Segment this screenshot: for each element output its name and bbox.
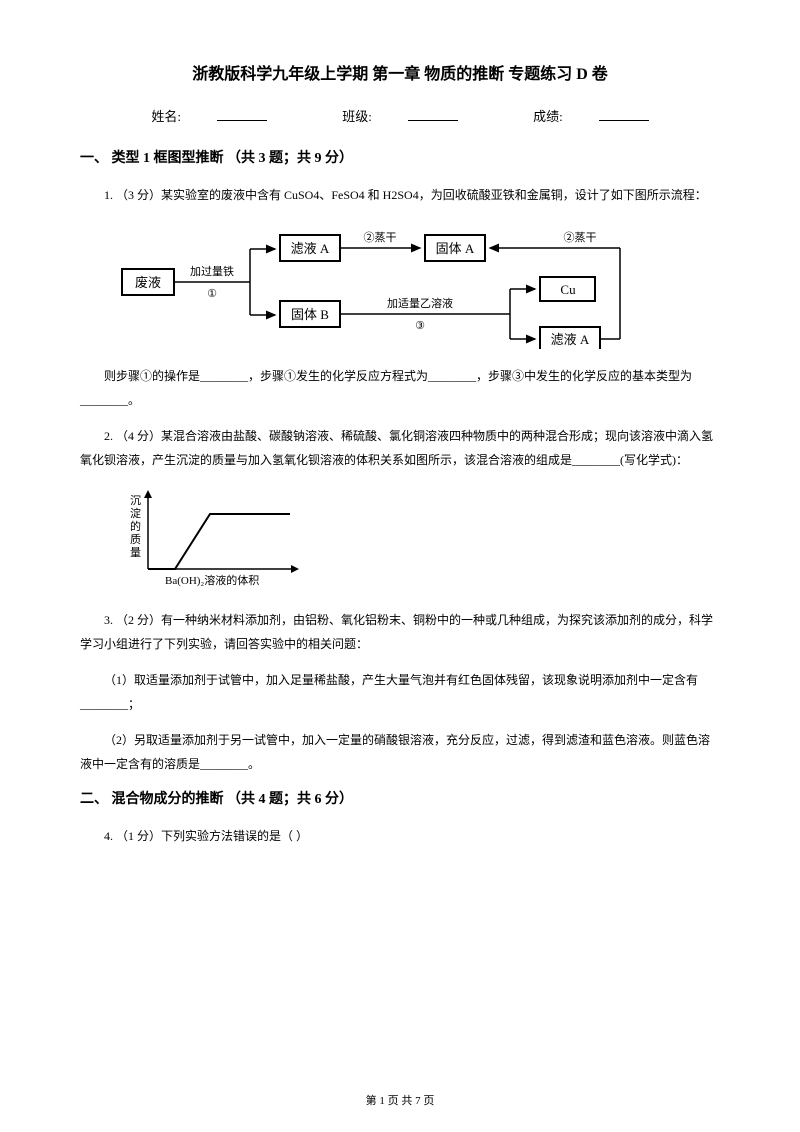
- svg-text:Ba(OH)₂溶液的体积: Ba(OH)₂溶液的体积: [165, 573, 259, 587]
- question-1-flowchart: 废液 加过量铁 ① 滤液 A 固体 B ②蒸干 固体 A 加适量乙溶液 ③ Cu…: [120, 219, 720, 354]
- class-label: 班级:: [324, 109, 476, 124]
- name-label: 姓名:: [133, 109, 285, 124]
- svg-text:量: 量: [130, 546, 141, 559]
- svg-text:③: ③: [415, 320, 425, 332]
- question-1-followup: 则步骤①的操作是________，步骤①发生的化学反应方程式为________，…: [80, 364, 720, 412]
- svg-text:沉: 沉: [130, 494, 141, 507]
- svg-text:Cu: Cu: [560, 282, 576, 297]
- student-info-line: 姓名: 班级: 成绩:: [80, 106, 720, 125]
- section-2-header: 二、 混合物成分的推断 （共 4 题；共 6 分）: [80, 788, 720, 808]
- class-blank[interactable]: [408, 107, 458, 121]
- precipitate-chart-svg: 沉 淀 的 质 量 Ba(OH)₂溶液的体积: [120, 484, 310, 589]
- svg-text:②蒸干: ②蒸干: [564, 231, 597, 244]
- svg-text:滤液 A: 滤液 A: [291, 241, 330, 256]
- score-label: 成绩:: [515, 109, 667, 124]
- svg-text:②蒸干: ②蒸干: [364, 231, 397, 244]
- section-1-header: 一、 类型 1 框图型推断 （共 3 题；共 9 分）: [80, 147, 720, 167]
- document-title: 浙教版科学九年级上学期 第一章 物质的推断 专题练习 D 卷: [80, 60, 720, 84]
- score-blank[interactable]: [599, 107, 649, 121]
- svg-text:质: 质: [130, 533, 141, 546]
- svg-text:加适量乙溶液: 加适量乙溶液: [387, 296, 453, 310]
- svg-text:固体 B: 固体 B: [291, 307, 329, 322]
- question-1-intro: 1. （3 分）某实验室的废液中含有 CuSO4、FeSO4 和 H2SO4，为…: [80, 183, 720, 207]
- question-2-chart: 沉 淀 的 质 量 Ba(OH)₂溶液的体积: [120, 484, 720, 594]
- page-footer: 第 1 页 共 7 页: [0, 1092, 800, 1108]
- svg-text:废液: 废液: [135, 275, 161, 290]
- question-4-text: 4. （1 分）下列实验方法错误的是（ ）: [80, 824, 720, 848]
- svg-text:的: 的: [130, 519, 141, 533]
- question-3-part1: （1）取适量添加剂于试管中，加入足量稀盐酸，产生大量气泡并有红色固体残留，该现象…: [80, 668, 720, 716]
- svg-text:加过量铁: 加过量铁: [190, 265, 234, 278]
- svg-text:滤液 A: 滤液 A: [551, 332, 590, 347]
- question-3-intro: 3. （2 分）有一种纳米材料添加剂，由铝粉、氧化铝粉末、铜粉中的一种或几种组成…: [80, 608, 720, 656]
- svg-text:淀: 淀: [130, 506, 141, 520]
- flowchart-svg: 废液 加过量铁 ① 滤液 A 固体 B ②蒸干 固体 A 加适量乙溶液 ③ Cu…: [120, 219, 660, 349]
- svg-text:①: ①: [207, 288, 217, 300]
- question-3-part2: （2）另取适量添加剂于另一试管中，加入一定量的硝酸银溶液，充分反应，过滤，得到滤…: [80, 728, 720, 776]
- name-blank[interactable]: [217, 107, 267, 121]
- svg-text:固体 A: 固体 A: [436, 241, 475, 256]
- question-2-text: 2. （4 分）某混合溶液由盐酸、碳酸钠溶液、稀硫酸、氯化铜溶液四种物质中的两种…: [80, 424, 720, 472]
